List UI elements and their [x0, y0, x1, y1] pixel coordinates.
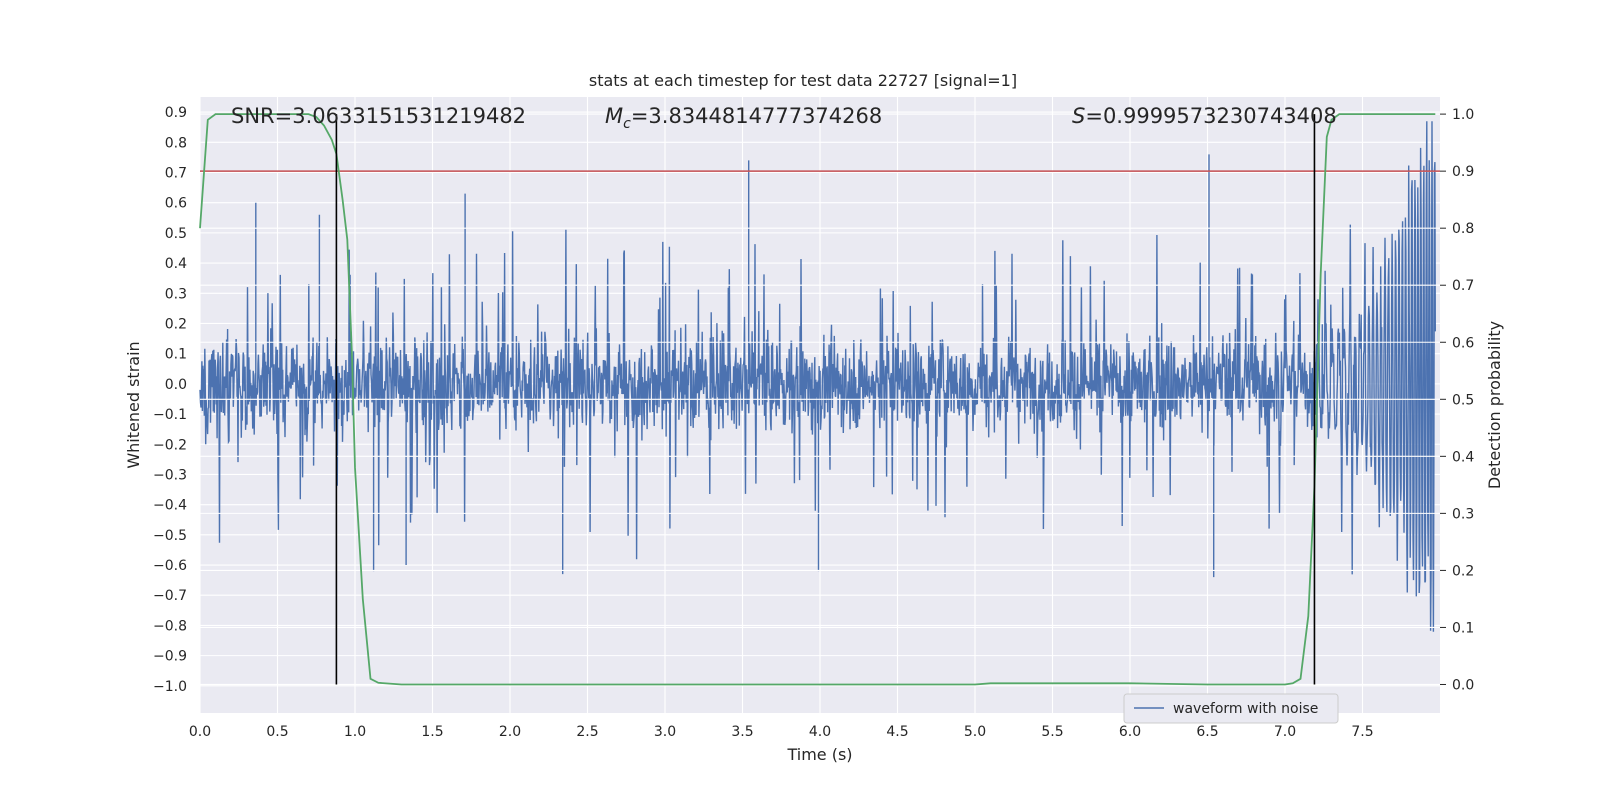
right-y-tick-label: 0.0	[1452, 677, 1474, 693]
left-y-tick-label: 0.2	[165, 316, 187, 332]
chirp-mass-symbol: M	[605, 104, 623, 128]
chirp-mass-value: =3.8344814777374268	[631, 104, 882, 128]
x-tick-label: 2.5	[576, 724, 598, 740]
x-tick-label: 4.5	[886, 724, 908, 740]
x-tick-label: 5.5	[1041, 724, 1063, 740]
left-y-tick-labels: 0.9 0.8 0.7 0.6 0.5 0.4 0.3 0.2 0.1 0.0 −0.1 −0.2 −0…	[153, 105, 187, 695]
right-y-tick-label: 0.6	[1452, 335, 1474, 351]
left-y-tick-label: −0.4	[153, 498, 187, 514]
left-y-tick-label: −0.8	[153, 618, 187, 634]
chirp-mass-subscript: c	[623, 116, 631, 132]
right-y-tick-label: 1.0	[1452, 107, 1474, 123]
left-y-tick-label: −0.6	[153, 558, 187, 574]
left-y-tick-label: −0.1	[153, 407, 187, 423]
right-y-tick-label: 0.9	[1452, 164, 1474, 180]
legend: waveform with noise	[1123, 693, 1339, 724]
left-y-tick-label: 0.0	[165, 377, 187, 393]
left-y-tick-label: 0.4	[165, 256, 187, 272]
gridlines	[199, 97, 1440, 713]
detection-probability-line	[199, 113, 1436, 686]
statistic-annotation: S=0.9999573230743408	[1072, 104, 1337, 128]
left-y-tick-label: 0.9	[165, 105, 187, 121]
x-tick-label: 4.0	[809, 724, 831, 740]
right-y-tick-labels: 1.0 0.9 0.8 0.7 0.6 0.5 0.4 0.3 0.2 0.1 0.0	[1440, 107, 1474, 693]
x-tick-label: 3.5	[731, 724, 753, 740]
waveform-line	[199, 121, 1436, 632]
x-tick-label: 2.0	[499, 724, 521, 740]
x-tick-label: 6.5	[1196, 724, 1218, 740]
x-tick-label: 1.5	[421, 724, 443, 740]
x-axis-label: Time (s)	[786, 745, 852, 764]
statistic-symbol: S	[1072, 104, 1085, 128]
x-tick-labels: 0.0 0.5 1.0 1.5 2.0 2.5 3.0 3.5 4.0 4.5 5.0 5.5 6.0 6…	[189, 724, 1374, 740]
x-tick-label: 5.0	[964, 724, 986, 740]
left-y-tick-label: 0.3	[165, 286, 187, 302]
x-tick-label: 1.0	[344, 724, 366, 740]
right-y-tick-label: 0.1	[1452, 620, 1474, 636]
right-y-tick-label: 0.7	[1452, 278, 1474, 294]
left-y-tick-label: −1.0	[153, 679, 187, 695]
left-y-tick-label: 0.8	[165, 135, 187, 151]
left-y-tick-label: −0.9	[153, 649, 187, 665]
left-y-tick-label: −0.2	[153, 437, 187, 453]
legend-label-waveform: waveform with noise	[1173, 701, 1318, 717]
statistic-value: =0.9999573230743408	[1085, 104, 1336, 128]
left-y-tick-label: −0.5	[153, 528, 187, 544]
right-y-tick-label: 0.4	[1452, 449, 1474, 465]
chirp-mass-annotation: Mc=3.8344814777374268	[605, 104, 882, 132]
snr-annotation: SNR=3.0633151531219482	[231, 104, 526, 128]
x-tick-label: 3.0	[654, 724, 676, 740]
right-y-tick-label: 0.5	[1452, 392, 1474, 408]
left-y-axis-label: Whitened strain	[124, 341, 143, 468]
chart-title: stats at each timestep for test data 227…	[589, 71, 1017, 90]
left-y-tick-label: −0.7	[153, 588, 187, 604]
left-y-tick-label: 0.6	[165, 196, 187, 212]
x-tick-label: 0.5	[266, 724, 288, 740]
plot-series	[199, 113, 1440, 686]
x-tick-label: 7.0	[1274, 724, 1296, 740]
x-tick-label: 7.5	[1351, 724, 1373, 740]
left-y-tick-label: 0.5	[165, 226, 187, 242]
x-tick-label: 0.0	[189, 724, 211, 740]
right-y-tick-label: 0.8	[1452, 221, 1474, 237]
right-y-tick-label: 0.2	[1452, 563, 1474, 579]
x-tick-label: 6.0	[1119, 724, 1141, 740]
left-y-tick-label: 0.1	[165, 347, 187, 363]
left-y-tick-label: 0.7	[165, 165, 187, 181]
left-y-tick-label: −0.3	[153, 467, 187, 483]
right-y-tick-label: 0.3	[1452, 506, 1474, 522]
legend-box	[1123, 693, 1339, 724]
right-y-axis-label: Detection probability	[1485, 321, 1504, 489]
